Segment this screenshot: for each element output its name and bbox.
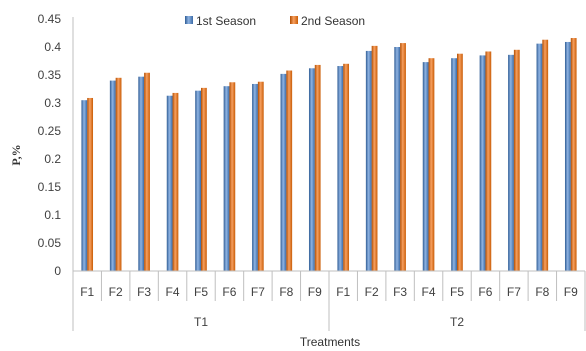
bar-1st-season [138, 76, 145, 272]
x-tick-label: F1 [80, 285, 94, 299]
group-label: T1 [194, 315, 208, 329]
bar-2nd-season [201, 87, 207, 271]
bar-1st-season [394, 47, 401, 271]
bar-2nd-season [343, 63, 350, 271]
bar-1st-season [195, 90, 201, 272]
bar-1st-season [564, 41, 571, 272]
group-label: T2 [450, 315, 464, 329]
x-tick-label: F8 [279, 285, 293, 299]
y-tick-label: 0 [54, 264, 61, 278]
x-tick-label: F6 [222, 285, 236, 299]
x-tick-label: F5 [450, 285, 464, 299]
y-tick-label: 0.2 [44, 152, 61, 166]
legend-swatch-2nd-season [290, 16, 298, 24]
x-axis-group-labels: T1 T2 [194, 315, 464, 329]
x-tick-label: F2 [109, 285, 123, 299]
bar-1st-season [308, 68, 315, 271]
bar-1st-season [337, 66, 344, 271]
bar-2nd-season [371, 45, 378, 271]
x-axis-tick-labels: F1 F2 F3 F4 F5 F6 F7 F8 F9 F1 F2 F3 F4 F5 F6 F7 F8 F9 [80, 285, 578, 299]
bar-1st-season [422, 62, 429, 272]
x-tick-label: F8 [535, 285, 549, 299]
bar-1st-season [479, 55, 486, 272]
x-tick-label: F3 [137, 285, 151, 299]
bars [81, 38, 577, 272]
x-tick-label: F7 [507, 285, 521, 299]
bar-2nd-season [570, 38, 577, 271]
bar-2nd-season [485, 51, 492, 272]
bar-2nd-season [314, 64, 321, 271]
x-tick-label: F9 [308, 285, 322, 299]
y-tick-label: 0.1 [44, 208, 61, 222]
bar-2nd-season [513, 49, 520, 271]
bar-2nd-season [115, 77, 122, 271]
x-tick-label: F1 [336, 285, 350, 299]
bar-2nd-season [428, 58, 435, 272]
y-axis-title: P,% [9, 144, 23, 165]
x-tick-label: F4 [166, 285, 180, 299]
legend: 1st Season 2nd Season [185, 14, 365, 28]
legend-label-1st-season: 1st Season [196, 14, 256, 28]
y-tick-label: 0.3 [44, 96, 61, 110]
y-tick-label: 0.45 [38, 12, 62, 26]
y-tick-label: 0.4 [44, 40, 61, 54]
bar-2nd-season [87, 97, 94, 272]
bar-1st-season [280, 73, 287, 271]
bar-1st-season [109, 80, 116, 271]
bar-2nd-season [400, 43, 406, 271]
y-tick-label: 0.25 [38, 124, 62, 138]
x-tick-label: F7 [251, 285, 265, 299]
bar-2nd-season [229, 82, 236, 271]
bar-1st-season [252, 83, 258, 272]
x-axis-title: Treatments [300, 335, 360, 349]
bar-1st-season [166, 95, 173, 271]
bar-2nd-season [286, 70, 293, 272]
bar-2nd-season [144, 72, 150, 271]
x-tick-label: F3 [393, 285, 407, 299]
bar-1st-season [536, 43, 543, 271]
axes [72, 17, 586, 331]
y-tick-label: 0.05 [38, 236, 62, 250]
bar-2nd-season [172, 92, 179, 271]
y-tick-label: 0.35 [38, 68, 62, 82]
bar-2nd-season [457, 53, 463, 271]
y-axis-tick-labels: 0 0.05 0.1 0.15 0.2 0.25 0.3 0.35 0.4 0.45 [38, 12, 62, 278]
bar-1st-season [81, 100, 88, 271]
x-tick-label: F5 [194, 285, 208, 299]
legend-label-2nd-season: 2nd Season [301, 14, 365, 28]
legend-swatch-1st-season [185, 16, 193, 24]
x-tick-label: F6 [478, 285, 492, 299]
x-tick-label: F9 [564, 285, 578, 299]
x-tick-label: F2 [365, 285, 379, 299]
bar-1st-season [223, 86, 230, 271]
x-tick-label: F4 [422, 285, 436, 299]
bar-1st-season [365, 50, 372, 271]
bar-1st-season [508, 54, 514, 272]
bar-2nd-season [542, 39, 549, 271]
bar-1st-season [451, 58, 457, 272]
y-tick-label: 0.15 [38, 180, 62, 194]
bar-2nd-season [257, 81, 264, 271]
